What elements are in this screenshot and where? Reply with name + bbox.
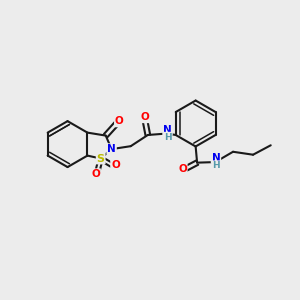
Text: N: N <box>107 144 116 154</box>
Text: H: H <box>164 133 171 142</box>
Text: O: O <box>178 164 187 174</box>
Text: O: O <box>115 116 124 126</box>
Text: O: O <box>111 160 120 170</box>
Text: O: O <box>140 112 149 122</box>
Text: H: H <box>212 161 220 170</box>
Text: S: S <box>97 154 105 164</box>
Text: O: O <box>91 169 100 179</box>
Text: N: N <box>163 125 172 135</box>
Text: N: N <box>212 153 220 163</box>
